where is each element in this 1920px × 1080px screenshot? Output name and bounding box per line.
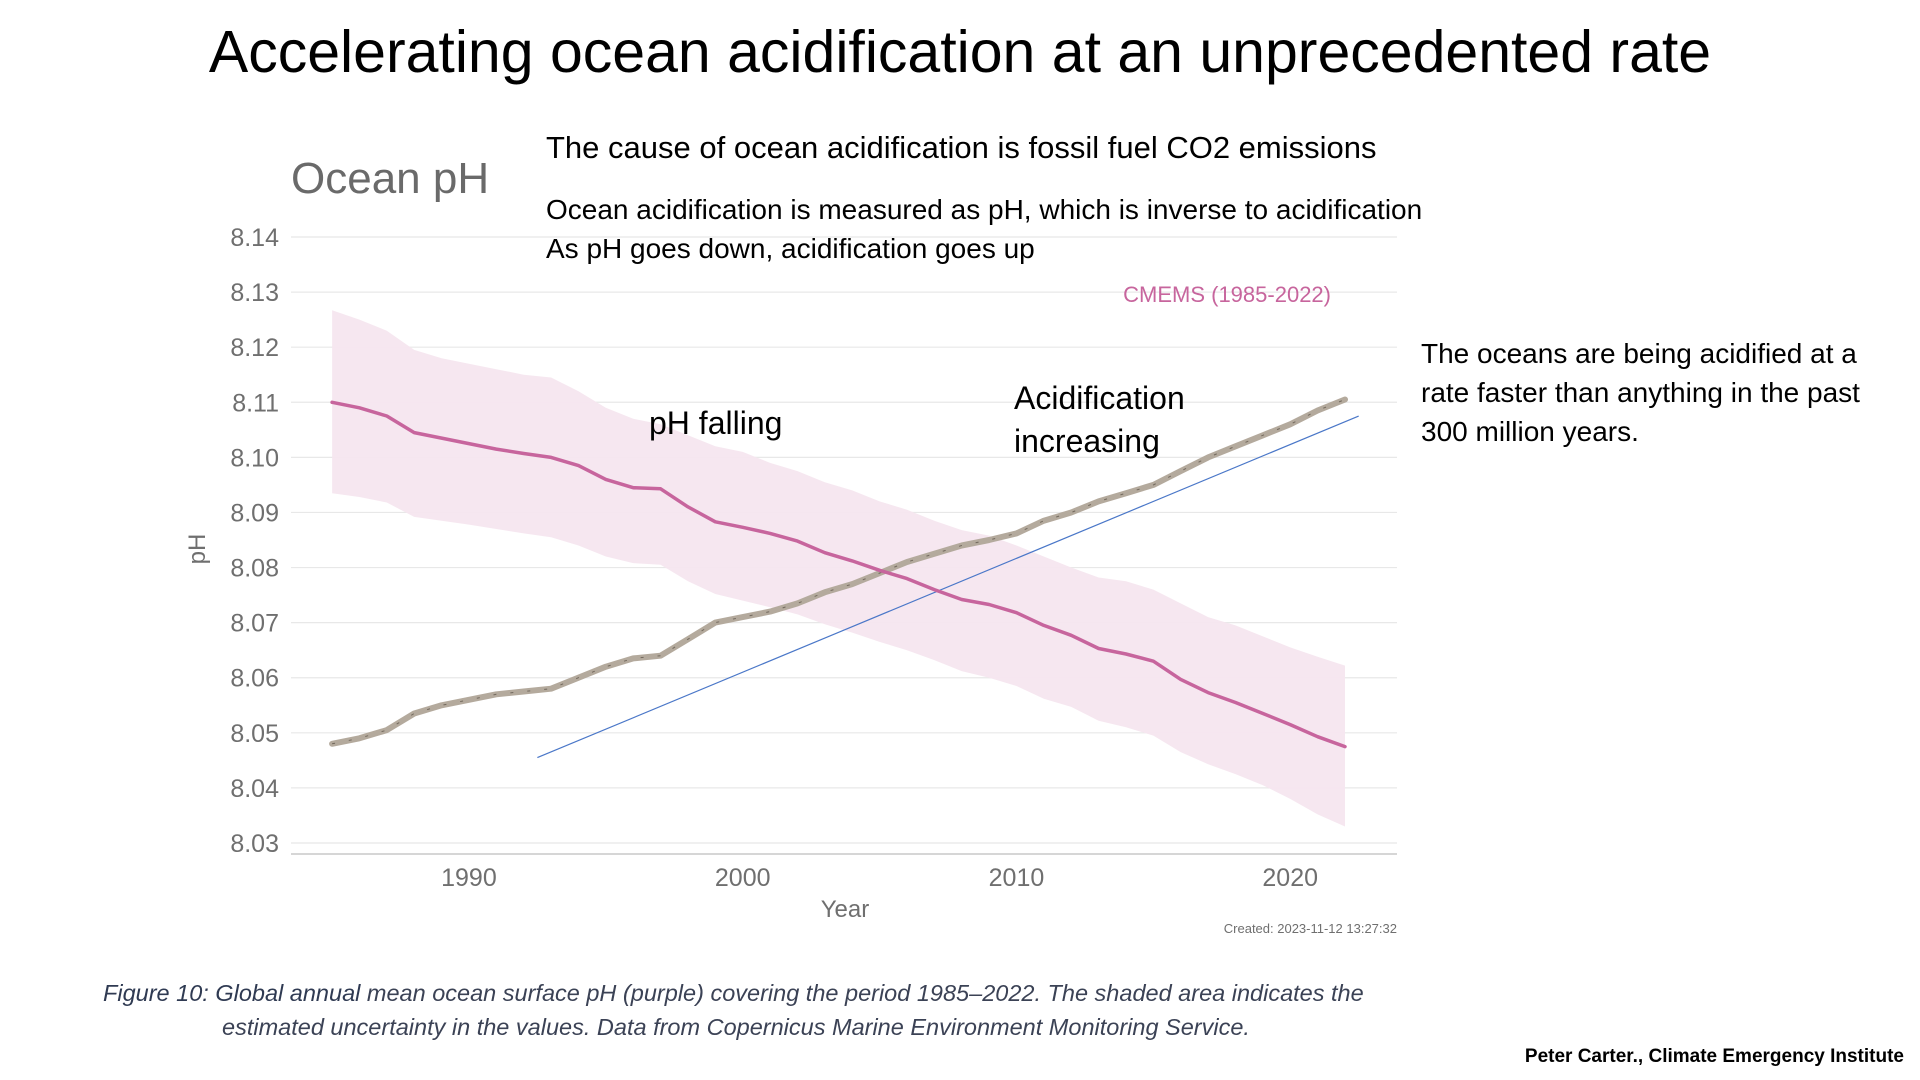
x-tick-label-2: 2010 [989,864,1045,892]
slide-title: Accelerating ocean acidification at an u… [208,19,1712,85]
y-tick-label-6: 8.09 [230,499,279,527]
y-tick-label-2: 8.05 [230,720,279,748]
uncertainty-band-area [332,310,1346,827]
note-measured-line-1: Ocean acidification is measured as pH, w… [546,194,1423,225]
caption-line-2: estimated uncertainty in the values. Dat… [222,1014,1250,1040]
y-tick-label-0: 8.03 [230,830,279,858]
annotation-acidification: Acidification [1014,380,1185,416]
y-tick-label-10: 8.13 [230,279,279,307]
x-axis-label: Year [821,896,870,923]
x-tick-label-3: 2020 [1262,864,1318,892]
annotation-increasing: increasing [1014,423,1160,459]
y-tick-label-3: 8.06 [230,665,279,693]
y-axis-label: pH [184,534,211,565]
acidification-line [329,396,1348,747]
note-measured-line-2: As pH goes down, acidification goes up [546,233,1035,264]
created-timestamp: Created: 2023-11-12 13:27:32 [1224,921,1397,936]
annotation-ph-falling: pH falling [649,405,782,441]
figure-caption: Figure 10: Global annual mean ocean surf… [103,976,1603,1044]
legend-label: CMEMS (1985-2022) [1123,282,1331,307]
uncertainty-band [332,310,1346,827]
y-tick-label-4: 8.07 [230,610,279,638]
x-tick-label-1: 2000 [715,864,771,892]
note-cause: The cause of ocean acidification is foss… [546,130,1377,165]
trend-line [537,415,1359,759]
caption-rest: mean ocean surface pH (purple) covering … [360,980,1364,1006]
x-tick-label-0: 1990 [441,864,497,892]
y-tick-label-11: 8.14 [230,224,279,252]
y-tick-label-9: 8.12 [230,334,279,362]
caption-strong: Figure 10: Global annual [103,980,361,1006]
axes: 8.03 8.04 8.05 8.06 8.07 8.08 8.09 8.10 8.11 8.12… [230,224,1397,892]
y-tick-label-1: 8.04 [230,775,279,803]
y-tick-label-7: 8.10 [230,444,279,472]
note-measured: Ocean acidification is measured as pH, w… [546,190,1422,268]
y-tick-label-5: 8.08 [230,555,279,583]
chart-title: Ocean pH [291,154,489,203]
y-tick-label-8: 8.11 [232,389,279,417]
author-credit: Peter Carter., Climate Emergency Institu… [1524,1046,1904,1067]
ph-series-line [330,400,1347,749]
chart-text: Ocean pH Year pH CMEMS (1985-2022) Creat… [184,154,1397,936]
data-lines [329,396,1359,759]
note-rate: The oceans are being acidified at a rate… [1421,338,1860,447]
